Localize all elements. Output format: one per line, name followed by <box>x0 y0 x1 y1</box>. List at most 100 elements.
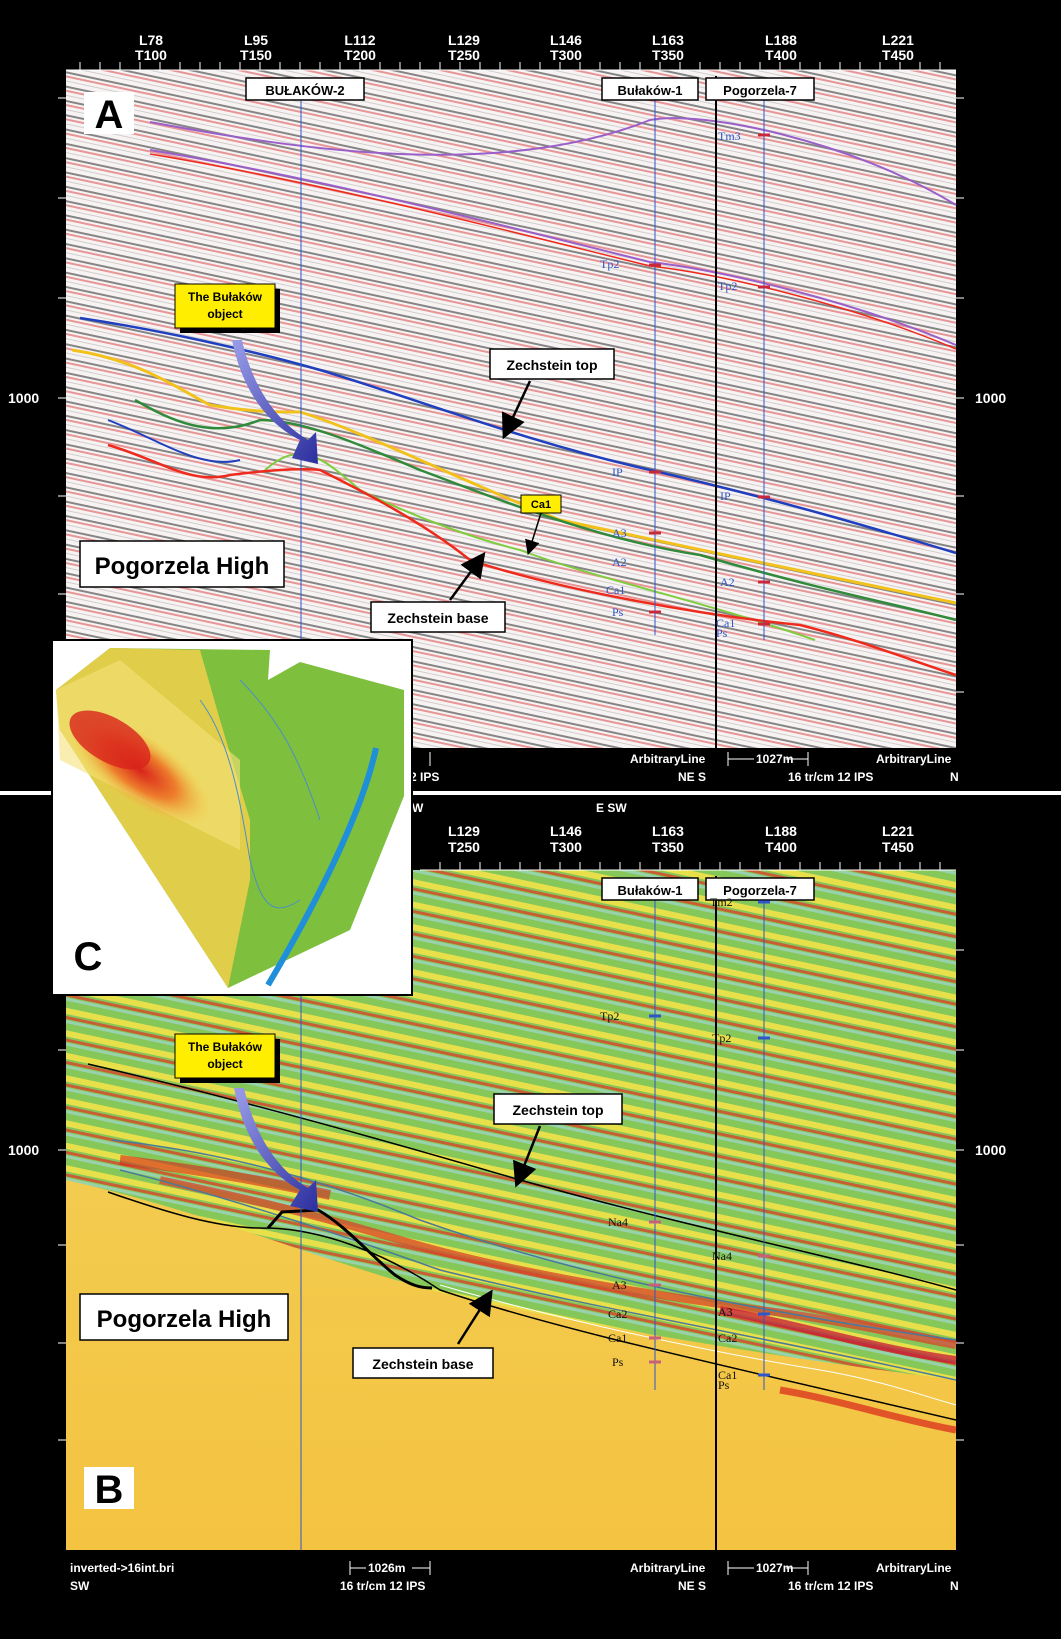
marker-label: Ps <box>718 1378 730 1392</box>
marker-label: Ca2 <box>608 1307 627 1321</box>
footer-arbitrary-line: ArbitraryLine <box>630 752 706 766</box>
depth-label-left: 1000 <box>8 390 39 406</box>
footer-arbitrary-line: ArbitraryLine <box>876 1561 952 1575</box>
object-pointer-arrow <box>234 1088 318 1212</box>
footer-arbitrary-line: ArbitraryLine <box>630 1561 706 1575</box>
trace-line-label: L221 <box>882 32 914 48</box>
marker-label: Ps <box>716 626 728 640</box>
trace-num-label: T450 <box>882 47 914 63</box>
panel-letter-c: C <box>74 935 103 979</box>
marker-label: Ps <box>612 605 624 619</box>
marker-label: IP <box>612 465 623 479</box>
object-label-line1: The Bułaków <box>188 290 263 304</box>
footer-scale: 16 tr/cm 12 IPS <box>788 1579 873 1593</box>
trace-num-label: T100 <box>135 47 167 63</box>
a3-horizon <box>71 348 957 605</box>
footer-distance: 1027m <box>756 1561 793 1575</box>
footer-scale: 16 tr/cm 12 IPS <box>788 770 873 784</box>
a3-horizon-b <box>111 1139 957 1341</box>
marker-label: Tm2 <box>710 895 733 909</box>
footer-sw: SW <box>70 1579 90 1593</box>
header-direction-esw: E SW <box>596 801 627 815</box>
trace-line-label: L78 <box>139 32 163 48</box>
marker-label: Ca1 <box>716 616 735 630</box>
well-label-bulakow-1: Bułaków-1 <box>617 83 682 98</box>
trace-num-label: T450 <box>882 839 914 855</box>
marker-label: Tm3 <box>718 129 741 143</box>
well-label-pogorzela-7: Pogorzela-7 <box>723 83 797 98</box>
trace-line-label: L188 <box>765 823 797 839</box>
trace-num-label: T300 <box>550 839 582 855</box>
bulakow-object-outline <box>266 1208 433 1290</box>
marker-label: Ps <box>612 1355 624 1369</box>
trace-line-label: L129 <box>448 823 480 839</box>
profile-location-line <box>265 747 379 987</box>
seismic-section-a <box>66 70 956 748</box>
header-direction-w: W <box>412 801 424 815</box>
marker-label: Na4 <box>608 1215 628 1229</box>
panel-letter-a: A <box>95 93 124 137</box>
ca1-tag: Ca1 <box>531 499 551 511</box>
object-pointer-arrow <box>232 340 318 464</box>
marker-label: A2 <box>612 555 627 569</box>
zechstein-base-horizon <box>107 443 957 677</box>
marker-label: A3 <box>718 1305 733 1319</box>
marker-label: Tp2 <box>600 1009 619 1023</box>
panel-letter-b: B <box>95 1468 124 1512</box>
footer-ips: 2 IPS <box>410 770 439 784</box>
trace-num-label: T350 <box>652 839 684 855</box>
marker-label: Tp2 <box>712 1031 731 1045</box>
trace-num-label: T250 <box>448 839 480 855</box>
pogorzela-high-label-a: Pogorzela High <box>95 553 270 580</box>
zechstein-base-horizon-b <box>107 1191 957 1421</box>
tp2-horizon-red <box>149 153 957 350</box>
panel-letter-bg <box>84 92 134 134</box>
marker-label: Ca2 <box>718 1331 737 1345</box>
marker-label: Tp2 <box>600 257 619 271</box>
zechstein-top-horizon <box>79 316 957 555</box>
marker-label: A3 <box>612 1278 627 1292</box>
footer-direction: NE S <box>678 1579 706 1593</box>
well-label-box <box>601 77 699 101</box>
marker-label: Na4 <box>712 1249 732 1263</box>
trace-line-label: L146 <box>550 823 582 839</box>
object-label-line2: object <box>207 307 242 321</box>
trace-num-label: T400 <box>765 47 797 63</box>
footer-scale: 16 tr/cm 12 IPS <box>340 1579 425 1593</box>
tm-horizon <box>149 117 957 206</box>
footer-direction: NE S <box>678 770 706 784</box>
marker-label: A2 <box>720 575 735 589</box>
trace-num-label: T200 <box>344 47 376 63</box>
well-label-pogorzela-7: Pogorzela-7 <box>723 883 797 898</box>
well-label-box <box>705 77 815 101</box>
trace-line-label: L129 <box>448 32 480 48</box>
footer-arbitrary-line: ArbitraryLine <box>876 752 952 766</box>
depth-label-right: 1000 <box>975 1142 1006 1158</box>
panel-separator <box>0 791 1061 795</box>
trace-line-label: L163 <box>652 32 684 48</box>
panel-c: C <box>51 639 413 996</box>
lower-blue-horizon <box>107 419 241 463</box>
a2-horizon <box>134 398 957 622</box>
well-label-box <box>245 77 365 101</box>
footer-file: inverted->16int.bri <box>70 1561 174 1575</box>
marker-label: Tp2 <box>718 279 737 293</box>
well-label-bulakow-1: Bułaków-1 <box>617 883 682 898</box>
ca1-horizon-b <box>439 1284 957 1406</box>
well-label-bulakow-2: BUŁAKÓW-2 <box>265 83 344 98</box>
trace-line-label: L95 <box>244 32 268 48</box>
ca1-horizon <box>264 453 816 641</box>
zechstein-top-label: Zechstein top <box>506 357 597 373</box>
zechstein-base-label: Zechstein base <box>387 610 488 626</box>
object-label-line1: The Bułaków <box>188 1040 263 1054</box>
upper-green-band <box>66 870 956 1380</box>
footer-distance: 1026m <box>368 1561 405 1575</box>
marker-label: Ca1 <box>606 583 625 597</box>
trace-ticks-a <box>79 62 941 70</box>
trace-num-label: T150 <box>240 47 272 63</box>
marker-label: IP <box>720 489 731 503</box>
marker-label: A3 <box>612 526 627 540</box>
trace-line-label: L221 <box>882 823 914 839</box>
marker-label: Ca1 <box>608 1331 627 1345</box>
